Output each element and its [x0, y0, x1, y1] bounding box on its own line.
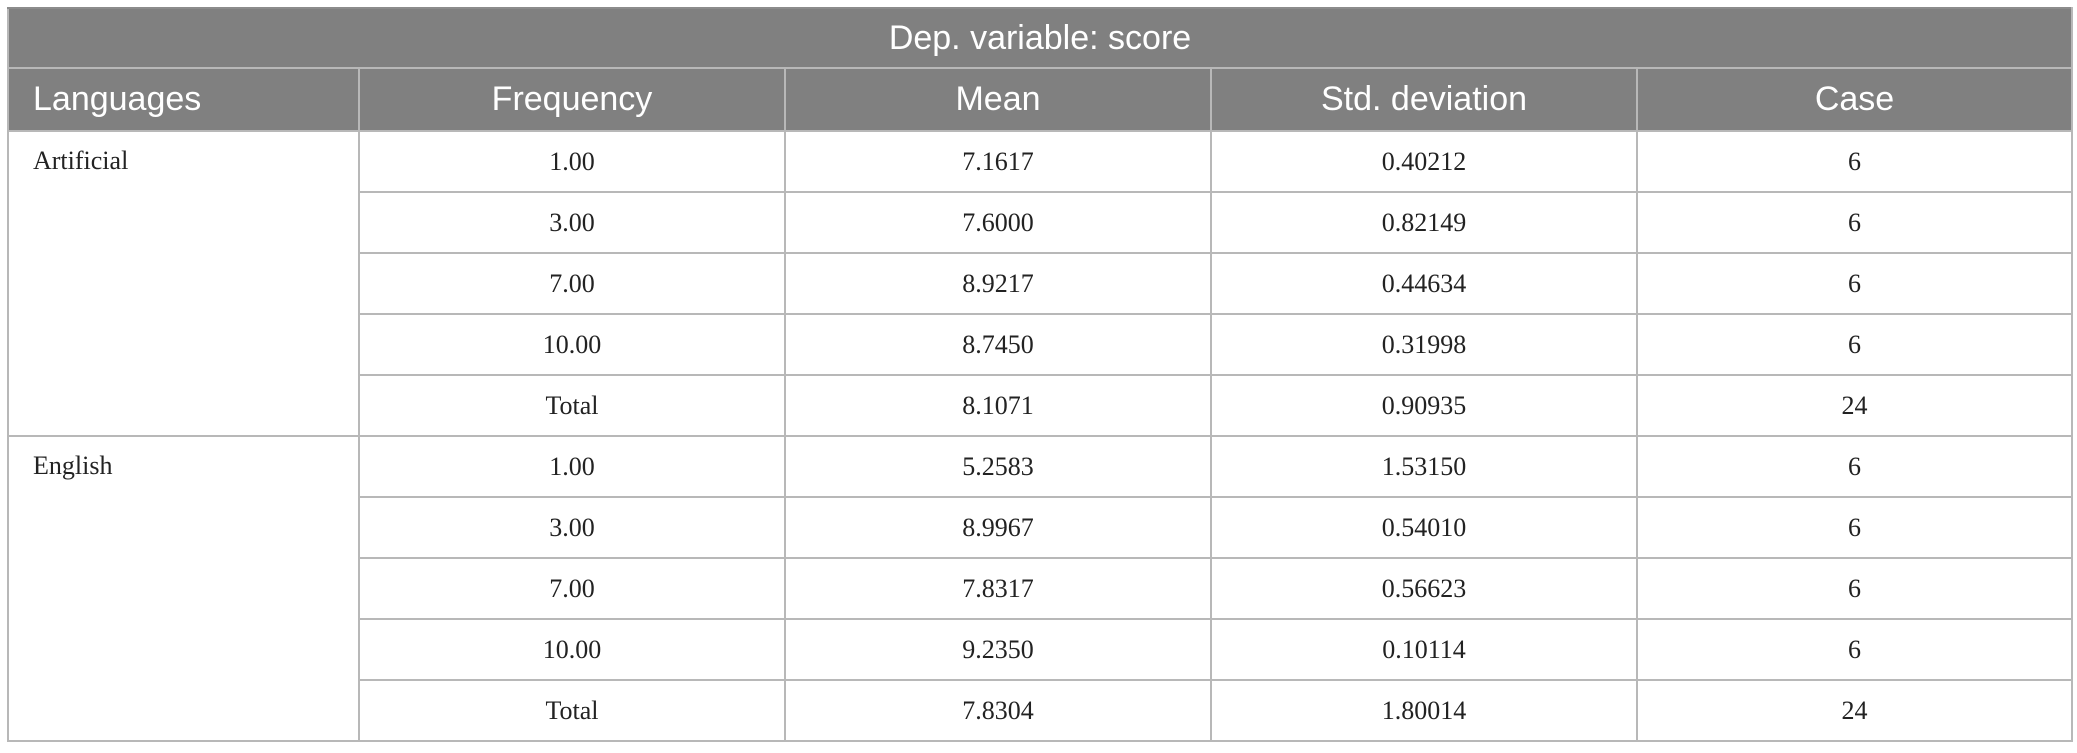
frequency-cell: 3.00: [358, 496, 786, 559]
table-row: 3.00 8.9967 0.54010 6: [8, 496, 2073, 559]
case-cell: 24: [1636, 374, 2073, 437]
frequency-cell: 10.00: [358, 313, 786, 376]
sd-cell: 0.44634: [1210, 252, 1638, 315]
table-row: 7.00 7.8317 0.56623 6: [8, 557, 2073, 620]
title-row: Dep. variable: score: [7, 7, 2073, 69]
case-cell: 6: [1636, 252, 2073, 315]
statistics-table: Dep. variable: score Languages Frequency…: [7, 7, 2073, 742]
table-container: Dep. variable: score Languages Frequency…: [7, 7, 2073, 742]
sd-cell: 0.10114: [1210, 618, 1638, 681]
frequency-cell: 10.00: [358, 618, 786, 681]
table-row-total: Total 8.1071 0.90935 24: [8, 374, 2073, 437]
sd-cell: 0.90935: [1210, 374, 1638, 437]
frequency-cell: 7.00: [358, 252, 786, 315]
case-cell: 6: [1636, 435, 2073, 498]
sd-cell: 1.53150: [1210, 435, 1638, 498]
mean-cell: 7.6000: [784, 191, 1212, 254]
sd-cell: 0.40212: [1210, 130, 1638, 193]
header-case: Case: [1636, 67, 2073, 132]
mean-cell: 7.1617: [784, 130, 1212, 193]
frequency-cell: 1.00: [358, 435, 786, 498]
sd-cell: 0.54010: [1210, 496, 1638, 559]
header-mean: Mean: [784, 67, 1212, 132]
sd-cell: 0.31998: [1210, 313, 1638, 376]
header-frequency: Frequency: [358, 67, 786, 132]
frequency-cell: Total: [358, 374, 786, 437]
frequency-cell: 7.00: [358, 557, 786, 620]
mean-cell: 8.7450: [784, 313, 1212, 376]
header-std-deviation: Std. deviation: [1210, 67, 1638, 132]
table-row: 3.00 7.6000 0.82149 6: [8, 191, 2073, 254]
case-cell: 24: [1636, 679, 2073, 742]
sd-cell: 0.56623: [1210, 557, 1638, 620]
table-title: Dep. variable: score: [7, 7, 2073, 69]
table-row-total: Total 7.8304 1.80014 24: [8, 679, 2073, 742]
sd-cell: 0.82149: [1210, 191, 1638, 254]
case-cell: 6: [1636, 191, 2073, 254]
case-cell: 6: [1636, 313, 2073, 376]
mean-cell: 8.1071: [784, 374, 1212, 437]
header-languages: Languages: [7, 67, 360, 132]
table-row: 7.00 8.9217 0.44634 6: [8, 252, 2073, 315]
table-row: 10.00 9.2350 0.10114 6: [8, 618, 2073, 681]
mean-cell: 7.8317: [784, 557, 1212, 620]
mean-cell: 9.2350: [784, 618, 1212, 681]
case-cell: 6: [1636, 557, 2073, 620]
mean-cell: 5.2583: [784, 435, 1212, 498]
language-cell: Artificial: [7, 130, 360, 437]
language-cell: English: [7, 435, 360, 742]
table-row: 10.00 8.7450 0.31998 6: [8, 313, 2073, 376]
frequency-cell: Total: [358, 679, 786, 742]
mean-cell: 8.9967: [784, 496, 1212, 559]
case-cell: 6: [1636, 496, 2073, 559]
table-row: English 1.00 5.2583 1.53150 6: [7, 435, 2073, 742]
case-cell: 6: [1636, 618, 2073, 681]
header-row: Languages Frequency Mean Std. deviation …: [7, 67, 2073, 132]
mean-cell: 7.8304: [784, 679, 1212, 742]
case-cell: 6: [1636, 130, 2073, 193]
frequency-cell: 3.00: [358, 191, 786, 254]
sd-cell: 1.80014: [1210, 679, 1638, 742]
table-row: Artificial 1.00 7.1617 0.40212 6: [7, 130, 2073, 437]
frequency-cell: 1.00: [358, 130, 786, 193]
mean-cell: 8.9217: [784, 252, 1212, 315]
